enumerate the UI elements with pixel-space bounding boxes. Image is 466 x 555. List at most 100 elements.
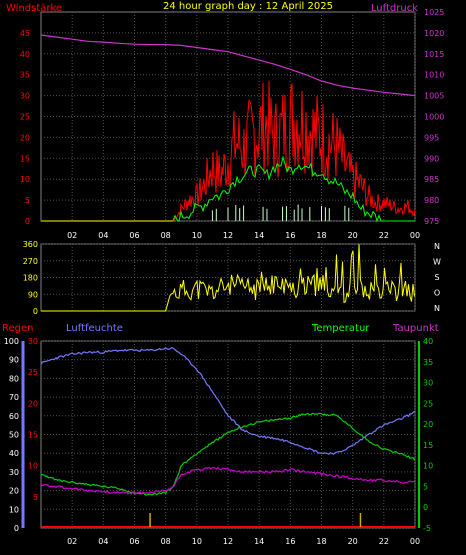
legend-regen: Regen [2,323,34,334]
wind-pressure-x-tick: 04 [98,231,108,240]
luftfeuchte-y-tick: 5 [33,493,38,502]
pressure-y-tick: 1010 [424,71,444,80]
regen-y-tick: 0 [14,524,19,533]
wind-direction-y-tick: 270 [23,257,38,266]
pressure-y-tick: 1020 [424,29,444,38]
wind-axis-title: Windstärke [6,3,62,14]
humidity-temperature-x-tick: 06 [129,537,139,546]
temperature-y-tick: 40 [423,337,433,346]
wind-y-tick: 25 [20,113,30,122]
pressure-y-tick: 995 [424,133,439,142]
temperature-y-tick: 25 [423,399,433,408]
wind-pressure-x-tick: 18 [316,231,326,240]
regen-y-tick: 60 [9,412,19,421]
legend-taupunkt: Taupunkt [392,323,439,334]
humidity-temperature-x-tick: 14 [254,537,264,546]
wind-y-tick: 20 [20,133,30,142]
wind-y-tick: 5 [25,196,30,205]
luftfeuchte-y-tick: 25 [28,368,38,377]
wind-pressure-x-tick: 06 [129,231,139,240]
temperature-y-tick: 20 [423,420,433,429]
regen-y-tick: 20 [9,487,19,496]
luftfeuchte-y-tick: 20 [28,399,38,408]
temperature-y-tick: 15 [423,441,433,450]
wind-y-tick: 45 [20,29,30,38]
humidity-temperature-x-tick: 22 [379,537,389,546]
wind-direction-y-tick: 0 [33,307,38,316]
wind-direction-series [41,244,415,312]
wind-y-tick: 40 [20,50,30,59]
pressure-y-tick: 980 [424,196,439,205]
chart-title: 24 hour graph day : 12 April 2025 [163,1,333,12]
pressure-y-tick: 1005 [424,92,444,101]
wind-pressure-x-tick: 20 [348,231,358,240]
regen-y-tick: 50 [9,431,19,440]
wind-y-tick: 0 [25,217,30,226]
wind-pressure-x-tick: 12 [223,231,233,240]
humidity-temperature-series [40,347,416,528]
humidity-temperature-x-tick: 08 [161,537,171,546]
wind-pressure-x-tick: 14 [254,231,264,240]
legend-temperatur: Temperatur [311,323,370,334]
wind-pressure-series [40,34,416,223]
temperature-y-tick: 0 [423,503,428,512]
regen-y-tick: 10 [9,505,19,514]
compass-label: O [434,289,440,298]
regen-y-tick: 30 [9,468,19,477]
pressure-y-tick: 985 [424,175,439,184]
wind-y-tick: 35 [20,71,30,80]
temperature-y-tick: 5 [423,482,428,491]
wind-pressure-x-tick: 10 [192,231,202,240]
wind-average-series [41,155,415,223]
humidity-temperature-x-tick: 16 [285,537,295,546]
luftfeuchte-y-tick: 10 [28,462,38,471]
wind-direction-y-tick: 360 [23,240,38,249]
pressure-y-tick: 990 [424,154,439,163]
humidity-series [40,347,415,456]
legend-luftfeuchte: Luftfeuchte [66,323,123,334]
wind-pressure-x-tick: 22 [379,231,389,240]
pressure-y-tick: 1000 [424,113,444,122]
compass-label: W [433,258,441,267]
pressure-y-tick: 1015 [424,50,444,59]
pressure-y-tick: 975 [424,217,439,226]
temperature-y-tick: -5 [423,524,431,533]
pressure-series [40,34,416,97]
wind-pressure-x-tick: 00 [410,231,420,240]
compass-label: N [434,242,440,251]
wind-direction-series [41,244,415,312]
wind-direction-y-tick: 90 [28,290,38,299]
luftfeuchte-y-tick: 15 [28,431,38,440]
regen-y-tick: 40 [9,449,19,458]
temperature-series [40,412,416,496]
compass-label: S [434,273,439,282]
wind-direction-y-tick: 180 [23,274,38,283]
axis-labels: 0510152025303540459759809859909951000100… [4,8,445,546]
temperature-y-tick: 35 [423,358,433,367]
humidity-temperature-x-tick: 12 [223,537,233,546]
regen-y-tick: 70 [9,393,19,402]
temperature-y-tick: 30 [423,379,433,388]
regen-y-tick: 90 [9,356,19,365]
temperature-y-tick: 10 [423,462,433,471]
humidity-temperature-x-tick: 00 [410,537,420,546]
humidity-temperature-x-tick: 18 [316,537,326,546]
wind-y-tick: 10 [20,175,30,184]
humidity-temperature-x-tick: 10 [192,537,202,546]
pressure-axis-title: Luftdruck [371,3,418,14]
wind-y-tick: 15 [20,154,30,163]
wind-pressure-x-tick: 16 [285,231,295,240]
wind-y-tick: 30 [20,92,30,101]
regen-y-tick: 80 [9,374,19,383]
wind-pressure-x-tick: 08 [161,231,171,240]
humidity-temperature-x-tick: 04 [98,537,108,546]
compass-label: N [434,304,440,313]
wind-pressure-grid [40,11,416,222]
humidity-temperature-x-tick: 20 [348,537,358,546]
regen-y-tick: 100 [4,337,19,346]
dewpoint-series [40,466,415,495]
luftfeuchte-y-tick: 30 [28,337,38,346]
wind-pressure-x-tick: 02 [67,231,77,240]
humidity-temperature-x-tick: 02 [67,537,77,546]
